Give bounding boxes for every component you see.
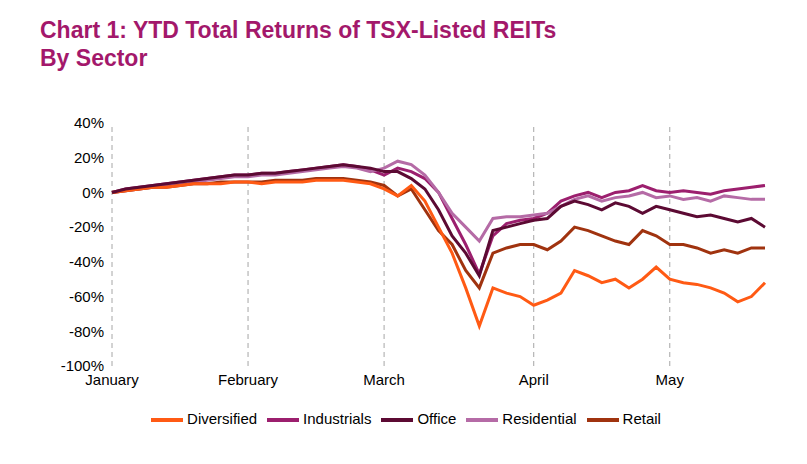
svg-text:20%: 20%: [74, 149, 104, 166]
svg-text:May: May: [656, 371, 685, 388]
svg-text:-80%: -80%: [69, 323, 104, 340]
svg-text:-20%: -20%: [69, 218, 104, 235]
svg-text:-100%: -100%: [61, 357, 104, 374]
svg-text:-60%: -60%: [69, 288, 104, 305]
svg-text:40%: 40%: [74, 114, 104, 131]
html-text:Chart 1: YTD Total Returns of: Chart 1: YTD Total Returns of TSX-Listed…: [40, 17, 557, 43]
html-text:Residential: Residential: [502, 410, 577, 427]
svg-text:April: April: [519, 371, 549, 388]
html-text:Diversified: Diversified: [187, 410, 258, 427]
svg-text:March: March: [363, 371, 405, 388]
html-text:Industrials: Industrials: [303, 410, 372, 427]
svg-text:0%: 0%: [82, 184, 104, 201]
html-text:Office: Office: [417, 410, 457, 427]
svg-text:January: January: [85, 370, 139, 388]
svg-text:-40%: -40%: [69, 253, 104, 270]
html-text:By Sector: By Sector: [40, 45, 148, 71]
svg-text:February: February: [218, 371, 279, 388]
html-text:Retail: Retail: [622, 410, 661, 427]
